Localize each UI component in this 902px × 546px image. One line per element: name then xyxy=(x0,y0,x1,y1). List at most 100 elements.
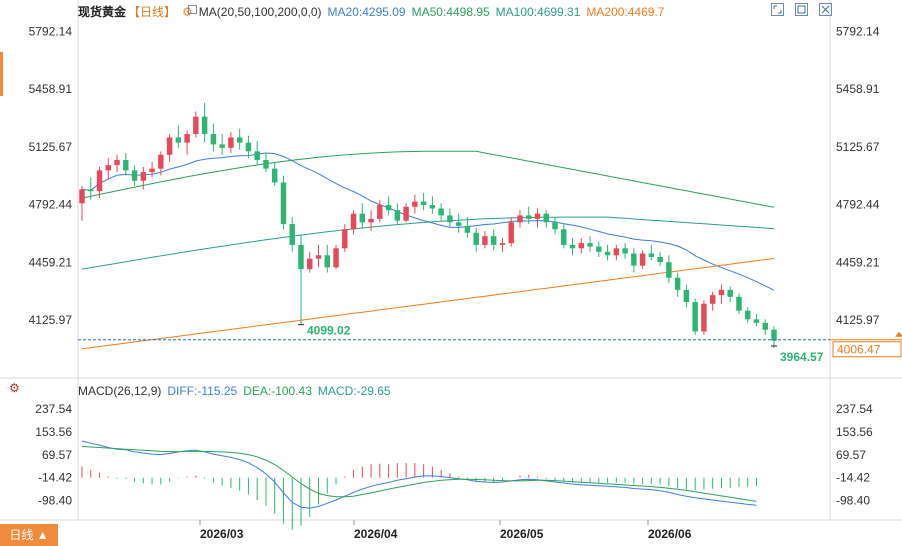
candle-body xyxy=(350,213,357,230)
candle-body xyxy=(210,133,217,145)
candle-body xyxy=(158,154,164,169)
candle-body xyxy=(490,236,497,245)
x-tick-label: 2026/06 xyxy=(648,527,692,541)
candle-body xyxy=(561,229,567,245)
candle-body xyxy=(149,168,155,173)
candle-body xyxy=(96,170,103,192)
candle-body xyxy=(526,215,532,219)
ma20-value: MA20:4295.09 xyxy=(327,5,406,19)
candle-body xyxy=(166,137,173,155)
candle-body xyxy=(245,142,252,152)
macd-y-tick-left: 237.54 xyxy=(35,402,72,416)
macd-y-tick-right: 69.57 xyxy=(836,448,866,462)
candle-body xyxy=(596,246,602,252)
candle-body xyxy=(631,253,637,266)
chart-checkbox[interactable] xyxy=(188,5,197,14)
candle-body xyxy=(315,255,322,259)
candle-body xyxy=(307,258,313,270)
price-legend: 现货黄金 【日线】 ⚙ MA(20,50,100,200,0,0) MA20:4295.… xyxy=(78,3,670,20)
candle-body xyxy=(534,213,541,219)
candle-body xyxy=(657,256,663,263)
candle-body xyxy=(385,205,392,211)
current-price-tag: 4006.47 xyxy=(837,343,881,357)
ma50-value: MA50:4498.95 xyxy=(411,5,490,19)
scroll-marker xyxy=(0,52,3,96)
macd-params: MACD(26,12,9) xyxy=(78,384,162,398)
candle-body xyxy=(709,295,716,304)
y-tick-left: 5458.91 xyxy=(29,82,73,96)
settings-icon[interactable]: ⚙ xyxy=(182,5,193,19)
period-tab[interactable]: 日线 ▲ xyxy=(0,524,58,546)
instrument-title: 现货黄金 xyxy=(78,5,127,19)
y-tick-left: 5792.14 xyxy=(29,24,73,38)
candle-body xyxy=(771,329,777,341)
period-label[interactable]: 【日线】 xyxy=(128,5,177,19)
candle-body xyxy=(701,303,707,332)
gear-icon[interactable]: ⚙ xyxy=(9,381,20,395)
ma-params: MA(20,50,100,200,0,0) xyxy=(198,5,322,19)
macd-y-tick-right: -98.40 xyxy=(836,494,870,508)
dea-value: DEA:-100.43 xyxy=(243,384,312,398)
macd-y-tick-left: 69.57 xyxy=(42,448,72,462)
y-tick-left: 4792.44 xyxy=(29,198,73,212)
close-icon[interactable] xyxy=(819,3,832,16)
candle-body xyxy=(420,201,427,206)
candle-body xyxy=(123,159,129,171)
candle-body xyxy=(105,165,111,171)
low-annotation: 4099.02 xyxy=(307,324,351,338)
candle-body xyxy=(289,224,295,245)
y-tick-right: 4459.21 xyxy=(836,255,880,269)
candle-body xyxy=(736,296,742,311)
candle-body xyxy=(543,213,549,223)
y-tick-right: 5125.67 xyxy=(836,140,880,154)
candle-body xyxy=(473,232,479,245)
restore-icon[interactable] xyxy=(795,3,808,16)
candle-body xyxy=(762,322,768,330)
ma200-value: MA200:4469.7 xyxy=(586,5,665,19)
candle-body xyxy=(324,255,330,268)
candle-body xyxy=(114,159,120,166)
dea-line xyxy=(81,445,757,502)
candle-body xyxy=(342,229,348,249)
candle-body xyxy=(88,189,94,192)
candle-body xyxy=(569,244,576,249)
candle-body xyxy=(578,243,585,249)
candle-body xyxy=(228,137,234,148)
candle-body xyxy=(639,253,646,266)
y-tick-left: 4459.21 xyxy=(29,255,73,269)
candle-body xyxy=(254,151,260,160)
candle-body xyxy=(359,213,366,223)
candle-body xyxy=(236,137,243,143)
candle-body xyxy=(464,225,471,233)
macd-y-tick-right: 153.56 xyxy=(836,425,873,439)
candle-body xyxy=(692,302,698,332)
candle-body xyxy=(219,144,225,148)
candle-body xyxy=(666,262,672,278)
candle-body xyxy=(201,116,208,134)
candle-body xyxy=(622,248,628,254)
last-low-annotation: 3964.57 xyxy=(780,350,824,364)
candle-body xyxy=(263,159,269,169)
y-tick-right: 4792.44 xyxy=(836,198,880,212)
candle-body xyxy=(377,205,383,219)
expand-icon[interactable] xyxy=(771,3,784,16)
y-tick-right: 5458.91 xyxy=(836,82,880,96)
candle-body xyxy=(298,244,304,270)
candle-body xyxy=(271,168,278,183)
candle-body xyxy=(613,248,620,256)
diff-line xyxy=(81,440,757,509)
macd-y-tick-right: -14.42 xyxy=(836,471,870,485)
candle-body xyxy=(184,133,190,143)
candle-body xyxy=(604,251,611,256)
candle-body xyxy=(499,243,506,245)
ma50-line xyxy=(81,150,775,208)
candle-body xyxy=(517,215,523,223)
candle-body xyxy=(674,277,681,290)
y-tick-left: 4125.97 xyxy=(29,313,73,327)
x-tick-label: 2026/04 xyxy=(354,527,398,541)
candle-body xyxy=(482,236,488,245)
y-tick-left: 5125.67 xyxy=(29,140,73,154)
candle-body xyxy=(140,172,147,181)
macd-y-tick-left: 153.56 xyxy=(35,425,72,439)
candle-body xyxy=(175,137,182,143)
